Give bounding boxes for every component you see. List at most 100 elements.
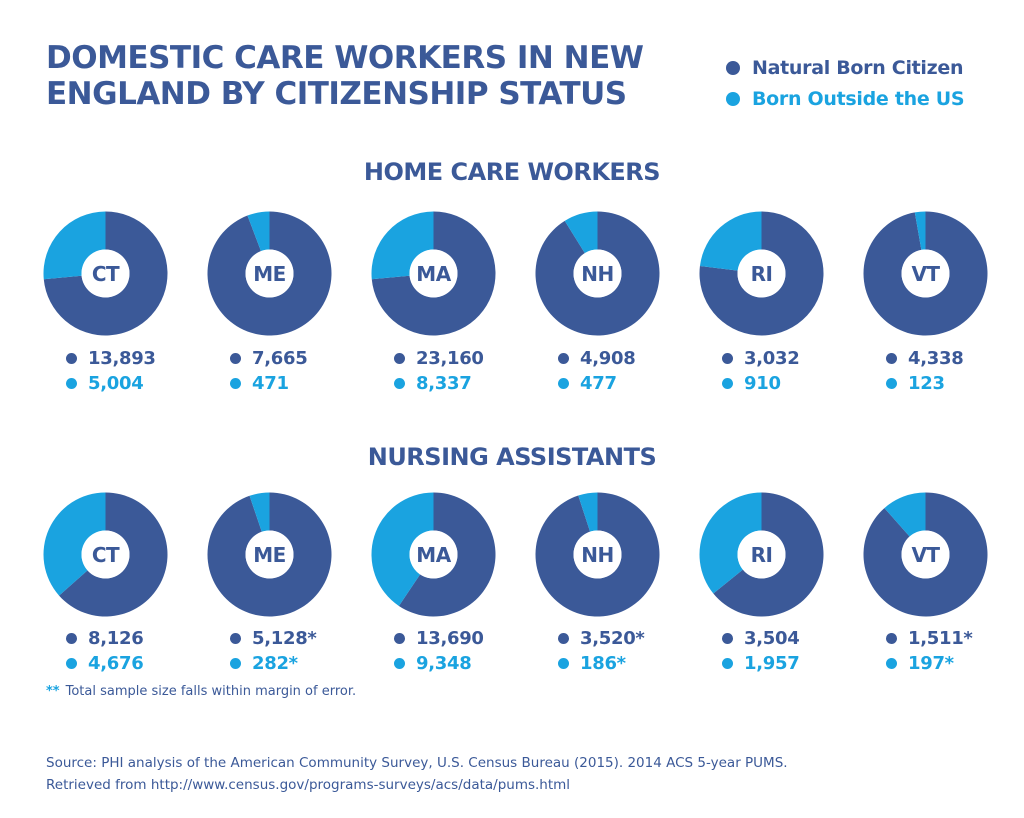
slice-foreign xyxy=(43,211,106,280)
value-dot-native xyxy=(230,353,241,364)
value-native: 13,690 xyxy=(394,626,534,651)
value-text-foreign: 910 xyxy=(744,373,781,394)
legend-label-foreign: Born Outside the US xyxy=(752,87,965,110)
value-dot-foreign xyxy=(394,658,405,669)
value-dot-foreign xyxy=(66,658,77,669)
slice-foreign xyxy=(247,211,270,252)
footnote-text: Total sample size falls within margin of… xyxy=(65,684,357,699)
state-label: NH xyxy=(581,261,614,286)
legend-label-native: Natural Born Citizen xyxy=(752,56,964,79)
value-foreign: 1,957 xyxy=(722,651,862,676)
state-label: NH xyxy=(581,542,614,567)
slice-native xyxy=(207,211,332,336)
value-dot-foreign xyxy=(394,378,405,389)
donut-hole xyxy=(901,530,950,579)
value-text-foreign: 186* xyxy=(580,653,626,674)
value-native: 13,893 xyxy=(66,346,206,371)
state-label: MA xyxy=(416,261,451,286)
value-text-foreign: 123 xyxy=(908,373,945,394)
value-dot-foreign xyxy=(886,378,897,389)
value-foreign: 471 xyxy=(230,371,370,396)
donut-hole xyxy=(245,530,294,579)
value-native: 3,032 xyxy=(722,346,862,371)
slice-native xyxy=(371,211,496,336)
section-title-home-care: HOME CARE WORKERS xyxy=(363,158,661,186)
value-foreign: 123 xyxy=(886,371,1024,396)
value-text-native: 13,690 xyxy=(416,628,484,649)
value-text-native: 8,126 xyxy=(88,628,144,649)
values-vt: 4,338 123 xyxy=(886,346,1024,396)
value-text-native: 1,511* xyxy=(908,628,973,649)
slice-foreign xyxy=(371,211,434,280)
value-dot-native xyxy=(886,633,897,644)
source-note: Source: PHI analysis of the American Com… xyxy=(46,752,946,796)
donut-hole xyxy=(737,249,786,298)
value-text-native: 3,032 xyxy=(744,348,800,369)
value-dot-native xyxy=(722,353,733,364)
donut-ri: RI xyxy=(699,492,824,617)
legend-dot-native xyxy=(726,60,740,75)
source-line: Retrieved from http://www.census.gov/pro… xyxy=(46,777,571,793)
slice-native xyxy=(535,492,660,617)
value-foreign: 477 xyxy=(558,371,698,396)
value-dot-native xyxy=(394,633,405,644)
value-dot-native xyxy=(230,633,241,644)
donut-hole xyxy=(901,249,950,298)
state-label: ME xyxy=(253,261,286,286)
values-nh: 3,520* 186* xyxy=(558,626,698,676)
slice-foreign xyxy=(43,492,106,596)
value-text-foreign: 477 xyxy=(580,373,617,394)
donut-hole xyxy=(409,530,458,579)
donut-hole xyxy=(81,249,130,298)
slice-native xyxy=(713,492,824,617)
value-dot-foreign xyxy=(66,378,77,389)
value-native: 23,160 xyxy=(394,346,534,371)
legend-item-foreign: Born Outside the US xyxy=(726,83,965,114)
value-text-foreign: 4,676 xyxy=(88,653,144,674)
value-dot-foreign xyxy=(230,378,241,389)
slice-native xyxy=(863,211,988,336)
donut-ri: RI xyxy=(699,211,824,336)
donut-vt: VT xyxy=(863,492,988,617)
state-label: ME xyxy=(253,542,286,567)
donut-hole xyxy=(245,249,294,298)
donut-row-home-care: CT ME MA NH RI VT xyxy=(0,211,1024,336)
values-ma: 13,690 9,348 xyxy=(394,626,534,676)
value-dot-foreign xyxy=(886,658,897,669)
donut-ct: CT xyxy=(43,492,168,617)
value-dot-foreign xyxy=(722,658,733,669)
value-foreign: 197* xyxy=(886,651,1024,676)
state-label: VT xyxy=(911,542,940,567)
value-dot-native xyxy=(66,353,77,364)
slice-foreign xyxy=(699,492,762,594)
state-label: CT xyxy=(91,542,120,567)
value-text-native: 13,893 xyxy=(88,348,156,369)
value-dot-native xyxy=(558,633,569,644)
value-native: 1,511* xyxy=(886,626,1024,651)
donut-svg xyxy=(863,211,988,336)
value-dot-foreign xyxy=(722,378,733,389)
value-dot-foreign xyxy=(558,378,569,389)
value-foreign: 8,337 xyxy=(394,371,534,396)
donut-me: ME xyxy=(207,211,332,336)
value-text-foreign: 9,348 xyxy=(416,653,472,674)
donut-svg xyxy=(863,492,988,617)
slice-foreign xyxy=(564,211,598,254)
value-dot-native xyxy=(558,353,569,364)
state-label: RI xyxy=(750,542,773,567)
value-text-native: 3,520* xyxy=(580,628,645,649)
donut-ma: MA xyxy=(371,492,496,617)
value-foreign: 4,676 xyxy=(66,651,206,676)
values-me: 5,128* 282* xyxy=(230,626,370,676)
donut-svg xyxy=(699,492,824,617)
value-text-native: 23,160 xyxy=(416,348,484,369)
donut-svg xyxy=(207,211,332,336)
slice-foreign xyxy=(914,211,926,250)
value-dot-native xyxy=(394,353,405,364)
donut-hole xyxy=(737,530,786,579)
donut-svg xyxy=(371,492,496,617)
donut-hole xyxy=(573,249,622,298)
slice-native xyxy=(863,492,988,617)
donut-row-nursing: CT ME MA NH RI VT xyxy=(0,492,1024,617)
value-text-foreign: 5,004 xyxy=(88,373,144,394)
